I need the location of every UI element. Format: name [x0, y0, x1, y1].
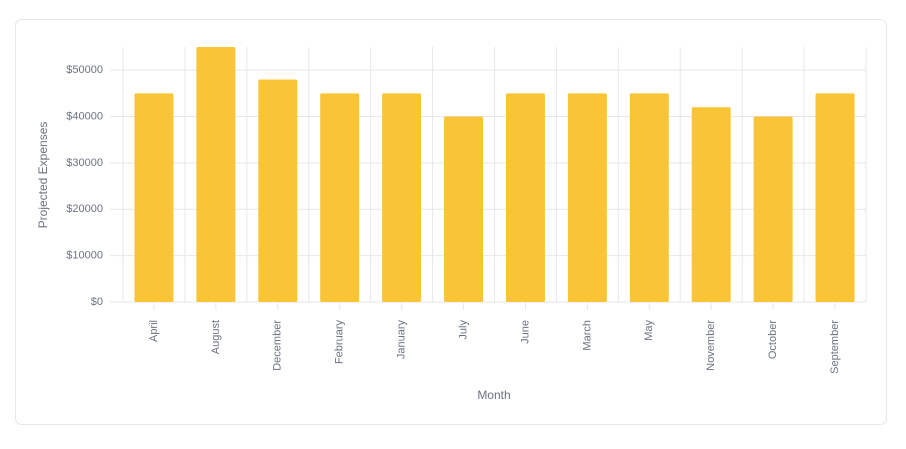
- y-tick-label: $30000: [66, 157, 103, 169]
- x-tick-label: July: [457, 320, 469, 340]
- bar: [691, 107, 731, 302]
- y-axis-title: Projected Expenses: [36, 122, 50, 229]
- x-tick-label: June: [519, 320, 531, 344]
- bar: [196, 47, 236, 302]
- x-tick-label: February: [334, 320, 346, 365]
- y-tick-label: $0: [91, 296, 103, 308]
- x-tick-label: November: [705, 320, 717, 371]
- bar: [815, 93, 855, 302]
- x-axis-title: Month: [477, 388, 510, 402]
- y-tick-label: $40000: [66, 110, 103, 122]
- bar: [567, 93, 607, 302]
- x-tick-label: January: [396, 320, 408, 360]
- bar: [258, 79, 298, 302]
- bar: [382, 93, 422, 302]
- y-tick-label: $50000: [66, 64, 103, 76]
- x-tick-label: May: [643, 320, 655, 341]
- x-tick-label: August: [210, 320, 222, 354]
- x-tick-label: December: [272, 320, 284, 371]
- bar: [505, 93, 545, 302]
- bar: [444, 116, 484, 302]
- x-tick-label: October: [767, 320, 779, 359]
- x-tick-label: March: [581, 320, 593, 351]
- x-tick-label: April: [148, 320, 160, 342]
- bar: [320, 93, 360, 302]
- bar: [134, 93, 174, 302]
- bar: [753, 116, 793, 302]
- x-tick-label: September: [829, 320, 841, 374]
- bar: [629, 93, 669, 302]
- y-tick-label: $10000: [66, 250, 103, 262]
- y-tick-label: $20000: [66, 203, 103, 215]
